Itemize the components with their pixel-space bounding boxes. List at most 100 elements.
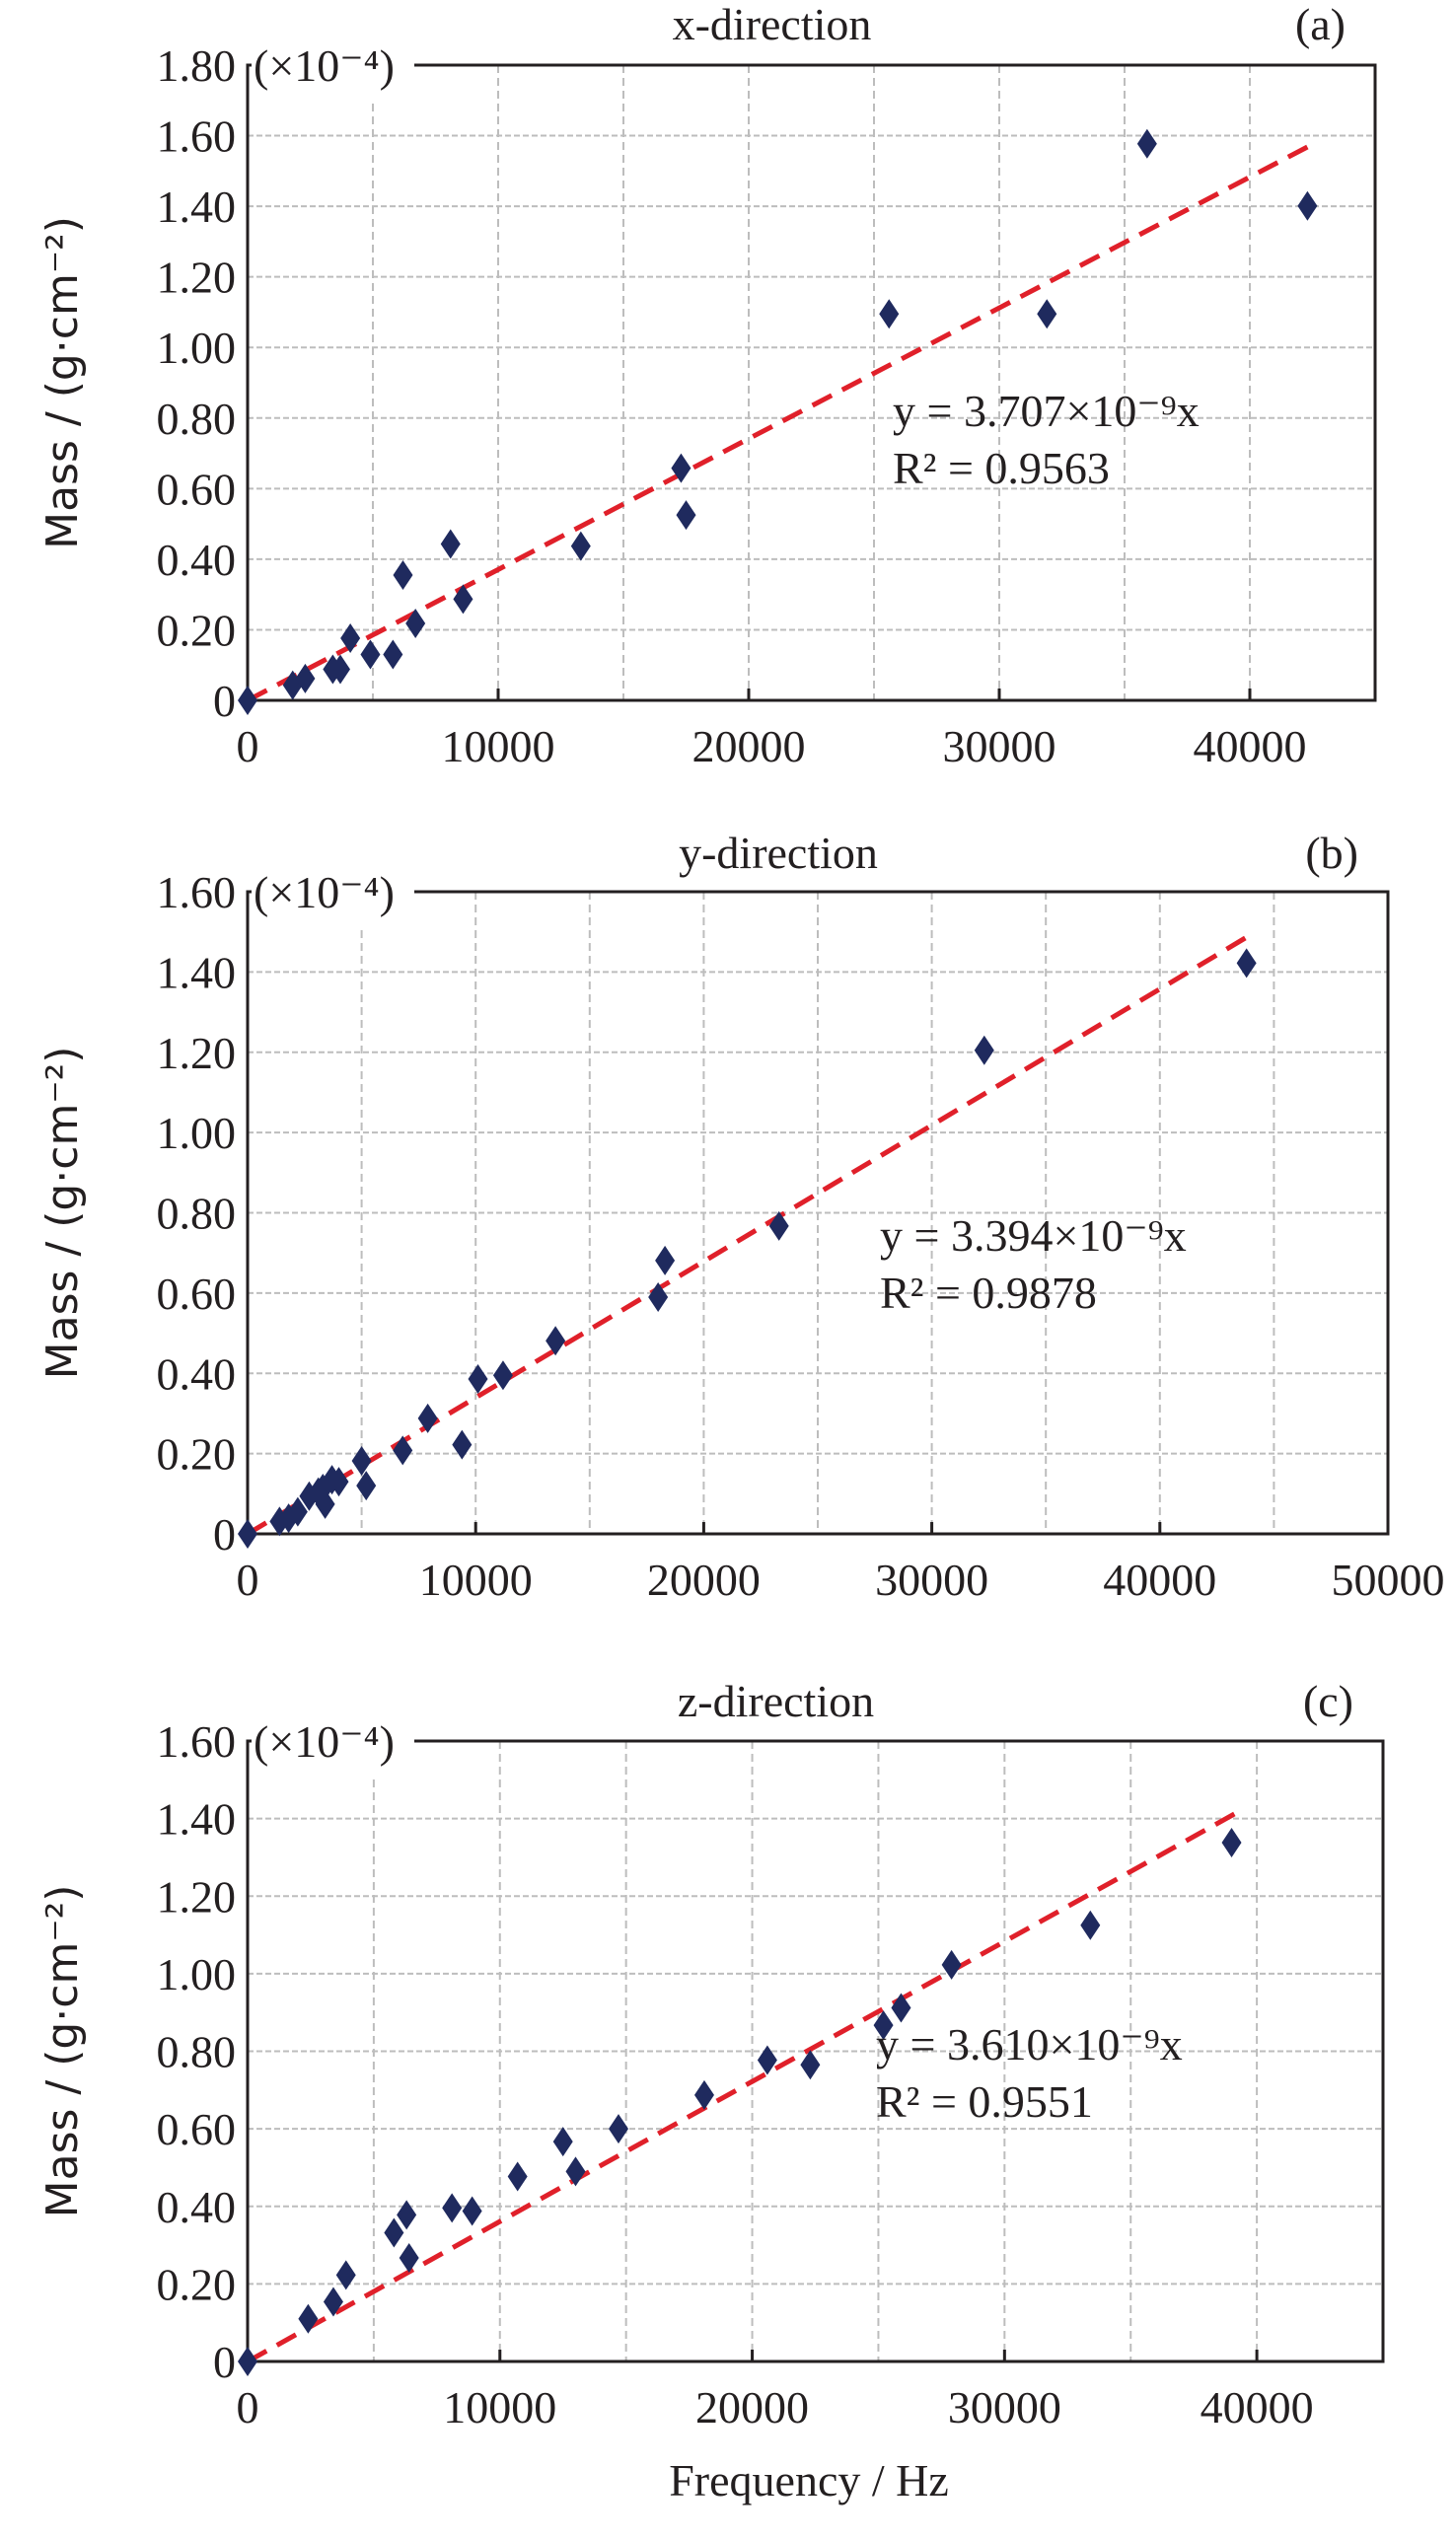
data-point bbox=[879, 299, 900, 329]
x-axis-label: Frequency / Hz bbox=[669, 2455, 949, 2505]
y-tick-label: 1.60 bbox=[157, 111, 237, 162]
y-tick-label: 0.60 bbox=[157, 464, 237, 514]
data-point bbox=[1297, 190, 1318, 221]
y-tick-label: 1.40 bbox=[157, 947, 237, 997]
x-tick-label: 30000 bbox=[943, 721, 1056, 771]
y-tick-label: 1.00 bbox=[157, 1108, 237, 1158]
data-point bbox=[1037, 299, 1057, 329]
y-tick-label: 1.00 bbox=[157, 323, 237, 373]
y-axis-label: Mass / (g·cm⁻²) bbox=[37, 1885, 88, 2218]
data-point bbox=[492, 1360, 513, 1391]
data-point bbox=[238, 686, 257, 715]
data-point bbox=[671, 453, 692, 483]
data-point bbox=[1080, 1910, 1101, 1940]
data-point bbox=[891, 1993, 911, 2023]
data-point bbox=[440, 529, 461, 559]
r-squared: R² = 0.9551 bbox=[876, 2076, 1093, 2127]
x-tick-label: 50000 bbox=[1332, 1555, 1445, 1605]
y-multiplier-label: (×10⁻⁴) bbox=[254, 40, 395, 91]
data-point bbox=[648, 1281, 669, 1312]
data-point bbox=[552, 2127, 573, 2157]
x-tick-label: 40000 bbox=[1194, 721, 1307, 771]
y-tick-label: 0.40 bbox=[157, 535, 237, 585]
plot-frame bbox=[246, 63, 1377, 702]
trendline bbox=[246, 932, 1253, 1537]
data-point bbox=[384, 2217, 404, 2248]
data-point bbox=[405, 609, 426, 639]
data-point bbox=[655, 1245, 676, 1275]
data-point bbox=[453, 584, 473, 615]
data-point bbox=[1136, 128, 1157, 159]
data-point bbox=[570, 531, 591, 561]
y-tick-label: 1.40 bbox=[157, 182, 237, 232]
data-point bbox=[351, 1445, 372, 1476]
chart-title: z-direction bbox=[678, 1676, 874, 1726]
multiplier-background bbox=[252, 866, 414, 925]
y-multiplier-label: (×10⁻⁴) bbox=[254, 1716, 395, 1767]
y-tick-label: 1.40 bbox=[157, 1794, 237, 1845]
data-point bbox=[507, 2161, 528, 2192]
y-tick-label: 0.40 bbox=[157, 1348, 237, 1399]
y-tick-label: 1.20 bbox=[157, 253, 237, 303]
x-tick-label: 10000 bbox=[443, 2382, 556, 2432]
x-tick-label: 20000 bbox=[695, 2382, 809, 2432]
fit-equation: y = 3.394×10⁻⁹x bbox=[880, 1210, 1187, 1261]
x-tick-label: 30000 bbox=[875, 1555, 988, 1605]
y-tick-label: 0 bbox=[213, 1509, 236, 1560]
fit-equation: y = 3.610×10⁻⁹x bbox=[876, 2019, 1183, 2069]
y-tick-label: 1.00 bbox=[157, 1949, 237, 1999]
y-tick-label: 0.20 bbox=[157, 1429, 237, 1480]
x-tick-label: 0 bbox=[237, 2382, 259, 2432]
data-point bbox=[941, 1949, 962, 1980]
x-tick-label: 20000 bbox=[692, 721, 806, 771]
y-multiplier-label: (×10⁻⁴) bbox=[254, 867, 395, 917]
panel-label: (b) bbox=[1305, 828, 1358, 878]
data-point bbox=[608, 2114, 628, 2144]
trendline bbox=[246, 1807, 1243, 2364]
data-point bbox=[1236, 948, 1257, 979]
data-point bbox=[565, 2156, 586, 2187]
data-point bbox=[397, 2200, 417, 2230]
x-tick-label: 0 bbox=[237, 721, 259, 771]
data-point bbox=[328, 1467, 349, 1497]
data-point bbox=[1221, 1827, 1242, 1857]
y-tick-label: 1.60 bbox=[157, 1716, 237, 1767]
y-tick-label: 1.20 bbox=[157, 1028, 237, 1078]
data-point bbox=[287, 1496, 308, 1527]
y-axis-label: Mass / (g·cm⁻²) bbox=[37, 216, 88, 549]
y-tick-label: 0.60 bbox=[157, 1269, 237, 1319]
data-point bbox=[399, 2243, 419, 2274]
data-point bbox=[383, 639, 403, 670]
data-point bbox=[340, 623, 361, 654]
data-point bbox=[757, 2045, 777, 2075]
x-tick-label: 40000 bbox=[1103, 1555, 1216, 1605]
r-squared: R² = 0.9563 bbox=[893, 443, 1110, 493]
chart-panel-c: 0 10000 20000 30000 40000 0 0.20 0.40 0.60 0.80 1.… bbox=[37, 1676, 1385, 2432]
panel-label: (c) bbox=[1303, 1676, 1353, 1726]
data-point bbox=[295, 663, 316, 693]
y-tick-label: 1.60 bbox=[157, 867, 237, 917]
data-point bbox=[356, 1471, 377, 1501]
multiplier-background bbox=[252, 39, 414, 99]
data-point bbox=[462, 2196, 482, 2226]
x-tick-label: 20000 bbox=[647, 1555, 761, 1605]
x-tick-label: 30000 bbox=[948, 2382, 1061, 2432]
chart-panel-a: 0 10000 20000 30000 40000 0 0.20 0.40 0.60 0.80 1.… bbox=[37, 0, 1377, 771]
y-tick-label: 1.80 bbox=[157, 40, 237, 91]
x-tick-label: 10000 bbox=[419, 1555, 533, 1605]
y-axis-label: Mass / (g·cm⁻²) bbox=[37, 1047, 88, 1380]
data-point bbox=[768, 1210, 789, 1241]
y-tick-label: 0 bbox=[213, 2337, 236, 2387]
data-point bbox=[393, 1435, 413, 1466]
data-point bbox=[546, 1326, 566, 1356]
y-tick-label: 0.20 bbox=[157, 605, 237, 655]
data-point bbox=[974, 1035, 994, 1065]
x-tick-label: 40000 bbox=[1201, 2382, 1314, 2432]
y-tick-label: 1.20 bbox=[157, 1871, 237, 1922]
data-point bbox=[238, 1519, 257, 1549]
x-tick-label: 10000 bbox=[442, 721, 555, 771]
data-point bbox=[298, 2303, 319, 2334]
y-tick-label: 0 bbox=[213, 676, 236, 726]
data-point bbox=[329, 654, 350, 685]
